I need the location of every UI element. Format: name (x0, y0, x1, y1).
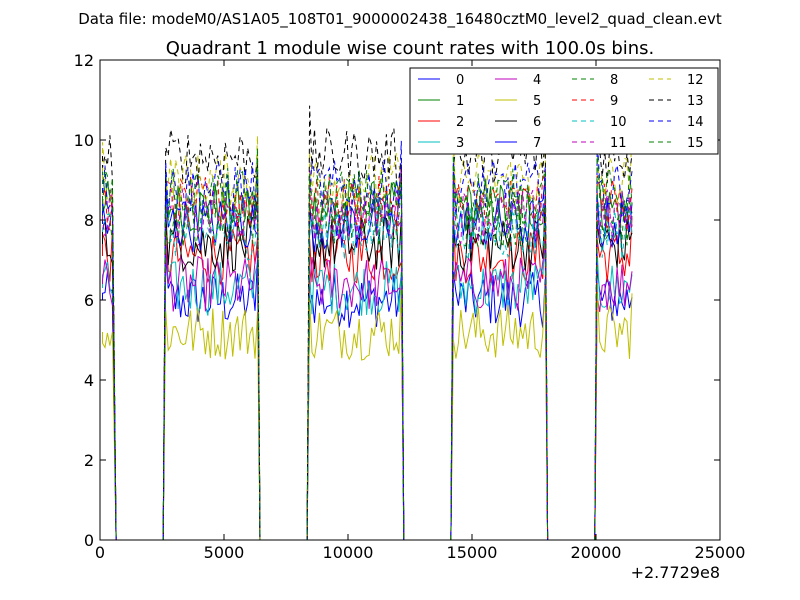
legend-label-7: 7 (533, 136, 541, 151)
series-line-10 (102, 189, 633, 541)
x-tick-label: 25000 (695, 543, 746, 562)
y-tick-label: 12 (74, 51, 94, 70)
plot-frame (99, 59, 721, 541)
series-line-15 (102, 146, 633, 541)
legend-label-10: 10 (610, 115, 627, 130)
legend-label-2: 2 (456, 115, 464, 130)
suptitle: Data file: modeM0/AS1A05_108T01_90000024… (78, 10, 722, 29)
y-tick-label: 6 (84, 291, 94, 310)
series-line-12 (102, 133, 633, 541)
y-tick-label: 8 (84, 211, 94, 230)
legend-label-0: 0 (456, 73, 464, 88)
chart-title: Quadrant 1 module wise count rates with … (166, 38, 655, 59)
x-axis: 0 5000 10000 15000 20000 25000 (95, 60, 746, 562)
legend-label-1: 1 (456, 94, 464, 109)
legend-label-15: 15 (687, 136, 704, 151)
legend-label-4: 4 (533, 73, 541, 88)
legend-label-9: 9 (610, 94, 618, 109)
series-line-14 (102, 138, 633, 541)
series-line-4 (102, 243, 633, 541)
legend-label-11: 11 (610, 136, 627, 151)
legend-label-13: 13 (687, 94, 704, 109)
legend-label-6: 6 (533, 115, 541, 130)
legend-label-5: 5 (533, 94, 541, 109)
x-tick-label: 5000 (204, 543, 245, 562)
legend-label-3: 3 (456, 136, 464, 151)
series-line-11 (102, 168, 633, 541)
y-tick-label: 0 (84, 531, 94, 550)
y-tick-label: 4 (84, 371, 94, 390)
legend-box (409, 67, 719, 155)
legend-label-8: 8 (610, 73, 618, 88)
x-tick-label: 0 (95, 543, 105, 562)
y-tick-label: 2 (84, 451, 94, 470)
y-tick-label: 10 (74, 131, 94, 150)
series-line-5 (102, 284, 633, 541)
legend-label-12: 12 (687, 73, 704, 88)
legend-label-14: 14 (687, 115, 704, 130)
x-tick-label: 20000 (571, 543, 622, 562)
x-offset-label: +2.7729e8 (631, 563, 720, 582)
x-tick-label: 10000 (323, 543, 374, 562)
x-tick-label: 15000 (447, 543, 498, 562)
